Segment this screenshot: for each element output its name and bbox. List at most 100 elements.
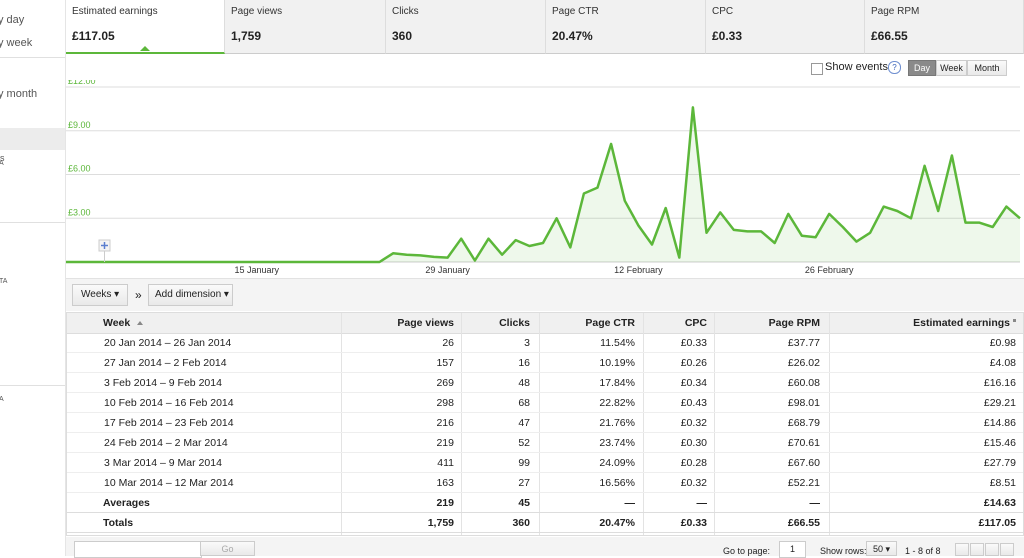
first-page[interactable]: [955, 543, 969, 556]
sidebar-item: A: [0, 160, 4, 167]
table-cell: 411: [437, 457, 454, 469]
column-divider: [714, 313, 715, 535]
metric-label: CPC: [712, 6, 734, 17]
totals-cell: £117.05: [978, 517, 1016, 529]
period-button[interactable]: Month: [967, 60, 1007, 76]
table: Week Page views Clicks Page CTR CPC Page RPM E…: [66, 312, 1024, 536]
table-cell: 10 Feb 2014 – 16 Feb 2014: [104, 397, 234, 409]
averages-cell: 219: [436, 497, 454, 509]
table-cell: 3: [524, 337, 530, 349]
column-divider: [829, 313, 830, 535]
averages-cell: Averages: [103, 497, 150, 509]
table-cell: 68: [518, 397, 530, 409]
sidebar-item: y week: [0, 37, 33, 49]
column-header[interactable]: Page views: [397, 317, 454, 329]
prev-page[interactable]: [970, 543, 984, 556]
go-button[interactable]: Go: [200, 541, 255, 556]
table-cell: 47: [518, 417, 530, 429]
averages-cell: £14.63: [983, 497, 1016, 509]
metric-value: £66.55: [871, 29, 908, 43]
table-cell: 52: [518, 437, 530, 449]
table-cell: 20 Jan 2014 – 26 Jan 2014: [104, 337, 232, 349]
table-cell: £26.02: [787, 357, 820, 369]
separator: »: [135, 288, 142, 302]
sidebar-item: TA: [0, 278, 8, 285]
metric-tile[interactable]: CPC £0.33: [706, 0, 865, 54]
page-input[interactable]: 1: [779, 541, 806, 558]
table-cell: 16: [518, 357, 530, 369]
table-cell: 24.09%: [599, 457, 635, 469]
help-icon[interactable]: ?: [888, 61, 901, 74]
table-cell: £98.01: [787, 397, 820, 409]
table-cell: £14.86: [983, 417, 1016, 429]
search-input[interactable]: [74, 541, 202, 558]
x-tick-label: 12 February: [614, 265, 663, 275]
sidebar-divider: [0, 222, 65, 223]
sidebar-item: y day: [0, 14, 25, 26]
table-cell: 10.19%: [599, 357, 635, 369]
column-divider: [461, 313, 462, 535]
metric-label: Page CTR: [552, 6, 599, 17]
row-divider: [67, 472, 1023, 473]
totals-cell: Totals: [103, 517, 134, 529]
table-cell: 163: [436, 477, 454, 489]
table-cell: 99: [518, 457, 530, 469]
metric-tile[interactable]: Page CTR 20.47%: [546, 0, 706, 54]
column-header[interactable]: Estimated earnings: [913, 317, 1010, 329]
sidebar-divider: [0, 57, 65, 58]
x-tick-label: 26 February: [805, 265, 854, 275]
table-cell: 157: [436, 357, 454, 369]
y-tick-label: £9.00: [68, 120, 91, 130]
annotation-marker: [98, 239, 111, 252]
sidebar-highlight: [0, 128, 65, 150]
sidebar-item: A: [0, 396, 4, 403]
metric-tile[interactable]: Clicks 360: [386, 0, 546, 54]
table-cell: 27 Jan 2014 – 2 Feb 2014: [104, 357, 227, 369]
metric-label: Page RPM: [871, 6, 920, 17]
table-cell: £4.08: [989, 357, 1016, 369]
metric-tile[interactable]: Estimated earnings £117.05: [66, 0, 225, 54]
table-cell: 10 Mar 2014 – 12 Mar 2014: [104, 477, 234, 489]
last-page[interactable]: [1000, 543, 1014, 556]
show-events-checkbox[interactable]: [811, 63, 823, 75]
column-divider: [643, 313, 644, 535]
x-tick-label: 29 January: [425, 265, 470, 275]
totals-cell: £66.55: [787, 517, 820, 529]
row-divider: [67, 492, 1023, 493]
row-divider: [67, 352, 1023, 353]
rows-select[interactable]: 50 ▾: [866, 541, 897, 556]
metric-tile[interactable]: Page RPM £66.55: [865, 0, 1024, 54]
chart: £3.00 £6.00 £9.00 £12.00 15 January 29 Januar…: [66, 80, 1024, 280]
metric-tile[interactable]: Page views 1,759: [225, 0, 386, 54]
table-cell: 17 Feb 2014 – 23 Feb 2014: [104, 417, 234, 429]
row-divider: [67, 392, 1023, 393]
table-cell: £0.32: [680, 417, 707, 429]
column-header[interactable]: Page CTR: [585, 317, 635, 329]
column-header[interactable]: Page RPM: [768, 317, 820, 329]
table-cell: 219: [436, 437, 454, 449]
column-header[interactable]: CPC: [684, 317, 707, 329]
table-cell: £8.51: [989, 477, 1016, 489]
averages-cell: 45: [518, 497, 530, 509]
selected-pointer: [140, 46, 150, 51]
next-page[interactable]: [985, 543, 999, 556]
column-header[interactable]: Clicks: [499, 317, 530, 329]
metric-value: 1,759: [231, 29, 262, 43]
add-dimension[interactable]: Add dimension ▾: [148, 284, 233, 306]
column-header[interactable]: Week: [103, 317, 131, 329]
row-divider: [67, 512, 1023, 513]
line: [66, 106, 1021, 264]
column-divider: [341, 313, 342, 535]
table-cell: 17.84%: [599, 377, 635, 389]
table-cell: 3 Feb 2014 – 9 Feb 2014: [104, 377, 222, 389]
table-cell: £70.61: [787, 437, 820, 449]
totals-cell: 1,759: [427, 517, 454, 529]
period-button[interactable]: Day: [908, 60, 936, 76]
metric-value: 360: [392, 29, 413, 43]
period-button[interactable]: Week: [936, 60, 967, 76]
rows-value: 50: [872, 544, 883, 554]
add-dimension-label: Add dimension: [155, 289, 222, 300]
table-cell: £52.21: [787, 477, 820, 489]
dimension-select[interactable]: Weeks ▾: [72, 284, 128, 306]
table-cell: 27: [518, 477, 530, 489]
